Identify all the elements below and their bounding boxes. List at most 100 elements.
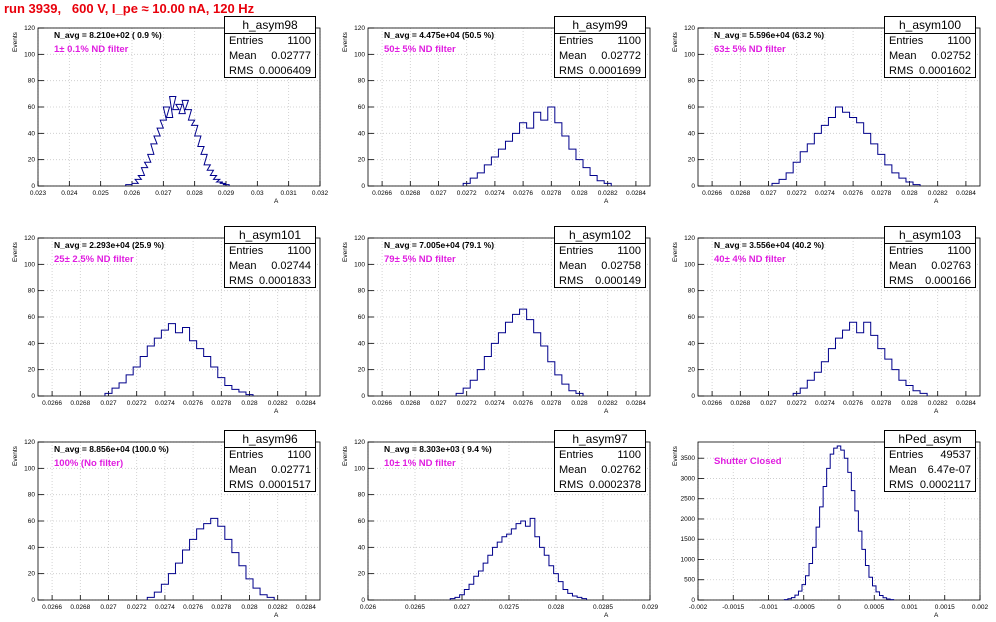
x-axis-label: A xyxy=(274,198,279,205)
x-axis-label: A xyxy=(934,612,939,619)
y-tick-label: 80 xyxy=(358,492,366,499)
y-tick-label: 0 xyxy=(361,393,365,400)
plot-frame xyxy=(367,237,651,397)
stats-box: h_asym100 Entries 1100 Mean 0.02752 RMS 0.0001… xyxy=(884,16,976,78)
histogram-bin xyxy=(511,529,516,600)
histogram-bin xyxy=(814,133,821,186)
histogram-bin xyxy=(887,599,891,600)
histogram-bin xyxy=(541,120,548,186)
histogram-bin xyxy=(851,491,855,600)
histogram-bin xyxy=(899,380,906,396)
histogram-bin xyxy=(569,149,576,186)
n-avg-label: N_avg = 8.210e+02 ( 0.9 %) xyxy=(54,30,162,40)
histogram-bin xyxy=(834,448,838,600)
y-axis-label: Events xyxy=(672,242,679,262)
y-tick-label: 0 xyxy=(31,183,35,190)
histogram-bin xyxy=(112,388,119,396)
histogram-line xyxy=(771,106,921,186)
histogram-name: hPed_asym xyxy=(885,431,975,448)
histogram-bin xyxy=(821,125,828,186)
histogram-panel-h_asym103: 0.0266 0.0268 0.027 0.0272 0.0274 0.0276 0.027… xyxy=(660,226,990,418)
y-tick-label: 20 xyxy=(28,571,36,578)
x-tick-label: 0.0266 xyxy=(42,604,62,611)
stats-value-rms: 0.0002378 xyxy=(589,479,641,491)
histogram-panel-h_asym99: 0.0266 0.0268 0.027 0.0272 0.0274 0.0276 0.027… xyxy=(330,16,660,208)
stats-row-mean: Mean 0.02777 xyxy=(225,49,315,64)
y-tick-label: 60 xyxy=(358,314,366,321)
x-tick-label: 0.0272 xyxy=(127,604,147,611)
y-tick-label: 20 xyxy=(28,157,36,164)
histogram-bin xyxy=(791,598,795,600)
stats-label-entries: Entries xyxy=(559,449,594,461)
histogram-bin xyxy=(484,165,491,186)
stats-box: h_asym96 Entries 1100 Mean 0.02771 RMS 0.00015… xyxy=(224,430,316,492)
x-tick-label: -0.0015 xyxy=(722,604,744,611)
filter-label: 100% (No filter) xyxy=(54,458,124,469)
filter-label: 25± 2.5% ND filter xyxy=(54,254,134,265)
stats-value-entries: 1100 xyxy=(947,245,971,257)
histogram-svg: 0.023 0.024 0.025 0.026 0.027 0.028 0.029 0.03 0… xyxy=(24,25,328,197)
y-tick-label: 0 xyxy=(361,183,365,190)
histogram-bin xyxy=(521,521,526,600)
stats-row-entries: Entries 1100 xyxy=(225,448,315,463)
histogram-bin xyxy=(246,579,253,600)
filter-label: 79± 5% ND filter xyxy=(384,254,456,265)
histogram-bin xyxy=(568,593,573,600)
stats-label-rms: RMS xyxy=(889,275,914,287)
histogram-bin xyxy=(802,585,806,600)
histogram-bin xyxy=(168,324,175,396)
histogram-bin xyxy=(541,346,548,396)
histogram-bin xyxy=(576,393,583,396)
y-tick-label: 60 xyxy=(688,314,696,321)
filter-label: 63± 5% ND filter xyxy=(714,44,786,55)
histogram-bin xyxy=(513,314,520,396)
stats-label-entries: Entries xyxy=(559,35,594,47)
x-tick-label: 0.0284 xyxy=(956,400,976,407)
histogram-bin xyxy=(126,375,133,396)
plot-frame xyxy=(37,27,321,187)
histogram-bin xyxy=(460,595,465,600)
histogram-bin xyxy=(862,549,866,600)
histogram-bin xyxy=(520,123,527,186)
histogram-panel-h_asym100: 0.0266 0.0268 0.027 0.0272 0.0274 0.0276 0.027… xyxy=(660,16,990,208)
x-tick-label: 0.027 xyxy=(430,400,447,407)
y-tick-label: 20 xyxy=(688,157,696,164)
histogram-bin xyxy=(555,123,562,186)
x-tick-label: 0.0284 xyxy=(296,400,316,407)
histogram-bin xyxy=(892,173,899,186)
x-axis-label: A xyxy=(274,408,279,415)
histogram-bin xyxy=(883,598,887,600)
histogram-bin xyxy=(865,566,869,600)
stats-row-mean: Mean 0.02744 xyxy=(225,259,315,274)
histogram-bin xyxy=(246,395,253,396)
histogram-bin xyxy=(872,586,876,600)
x-tick-label: 0.0268 xyxy=(730,190,750,197)
histogram-bin xyxy=(562,136,569,186)
histogram-bin xyxy=(544,555,549,600)
y-axis-label: Events xyxy=(672,32,679,52)
stats-box: h_asym97 Entries 1100 Mean 0.02762 RMS 0.00023… xyxy=(554,430,646,492)
histogram-bin xyxy=(793,162,800,186)
stats-label-mean: Mean xyxy=(559,464,587,476)
stats-label-rms: RMS xyxy=(559,479,584,491)
stats-value-mean: 0.02744 xyxy=(271,260,311,272)
stats-label-rms: RMS xyxy=(229,479,254,491)
x-tick-label: 0.0266 xyxy=(372,190,392,197)
stats-row-rms: RMS 0.000166 xyxy=(885,274,975,289)
histogram-line xyxy=(783,445,895,601)
stats-value-rms: 0.0001602 xyxy=(919,65,971,77)
histogram-bin xyxy=(793,393,800,396)
histogram-bin xyxy=(502,537,507,600)
y-tick-label: 0 xyxy=(691,597,695,604)
histogram-bin xyxy=(549,566,554,600)
y-axis-label: Events xyxy=(342,242,349,262)
y-tick-label: 100 xyxy=(354,465,365,472)
stats-value-entries: 1100 xyxy=(287,245,311,257)
x-tick-label: 0.0276 xyxy=(843,400,863,407)
histogram-bin xyxy=(223,185,229,186)
stats-row-rms: RMS 0.0002117 xyxy=(885,478,975,493)
histogram-panel-hPed_asym: -0.002 -0.0015 -0.001 -0.0005 0 0.0005 0.001 0.… xyxy=(660,430,990,622)
y-tick-label: 100 xyxy=(684,261,695,268)
y-tick-label: 20 xyxy=(688,367,696,374)
stats-value-entries: 49537 xyxy=(940,449,971,461)
